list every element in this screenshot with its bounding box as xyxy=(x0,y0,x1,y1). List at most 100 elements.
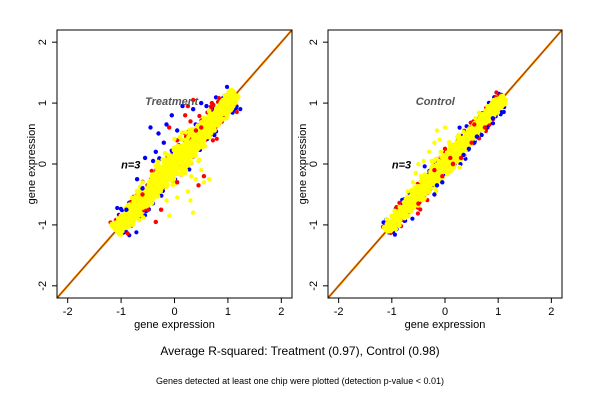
x-tick-label: 0 xyxy=(442,306,448,318)
data-point-blue xyxy=(238,107,243,112)
panel-label: Treatment xyxy=(145,96,199,108)
data-point-yellow xyxy=(492,100,498,105)
data-point-yellow xyxy=(112,225,117,231)
outlier-point-blue xyxy=(175,128,180,133)
data-point-yellow xyxy=(185,137,190,142)
data-point-yellow xyxy=(420,185,426,190)
outlier-point-yellow xyxy=(434,128,440,133)
panel-label: Control xyxy=(416,96,456,108)
outlier-point-yellow xyxy=(418,174,424,179)
data-point-yellow xyxy=(171,176,177,182)
outlier-point-red xyxy=(199,125,204,130)
data-point-yellow xyxy=(403,204,409,209)
x-tick-label: 2 xyxy=(278,306,284,318)
data-point-red xyxy=(415,211,420,216)
data-point-yellow xyxy=(428,177,434,182)
outlier-point-blue xyxy=(140,186,145,191)
data-point-yellow xyxy=(213,110,218,116)
data-point-yellow xyxy=(429,158,435,164)
data-point-yellow xyxy=(177,134,183,140)
data-point-yellow xyxy=(124,218,129,223)
data-point-yellow xyxy=(441,154,446,160)
outlier-point-red xyxy=(458,155,464,161)
x-tick-label: 2 xyxy=(548,306,554,318)
outlier-point-red xyxy=(209,100,215,106)
y-tick-label: -2 xyxy=(37,281,49,291)
outlier-point-yellow xyxy=(156,174,161,179)
data-point-yellow xyxy=(500,96,506,101)
data-point-red xyxy=(494,90,499,95)
data-point-yellow xyxy=(150,178,156,184)
data-point-yellow xyxy=(129,195,135,201)
data-point-yellow xyxy=(132,216,138,222)
data-point-yellow xyxy=(388,220,393,226)
data-point-yellow xyxy=(418,196,423,202)
outlier-point-blue xyxy=(204,103,209,109)
outlier-point-blue xyxy=(466,146,472,151)
data-point-blue xyxy=(224,84,230,89)
data-point-yellow xyxy=(179,130,185,135)
outlier-point-blue xyxy=(199,100,204,106)
data-point-blue xyxy=(118,206,123,211)
y-tick-label: 0 xyxy=(308,161,320,167)
outlier-point-red xyxy=(442,146,448,151)
outlier-point-blue xyxy=(191,107,196,112)
chart-panel-1: -2 -1 0 1 2 -2 -1 0 1 2 gene expression gene expres… xyxy=(26,29,293,331)
data-point-yellow xyxy=(191,136,196,141)
outlier-point-blue xyxy=(169,113,174,118)
outlier-point-blue xyxy=(434,183,440,188)
outlier-point-yellow xyxy=(167,213,172,218)
data-point-red xyxy=(210,138,215,143)
data-point-yellow xyxy=(197,130,202,135)
outlier-point-yellow xyxy=(164,198,169,203)
data-point-yellow xyxy=(157,184,163,190)
data-point-yellow xyxy=(484,114,490,120)
outlier-point-blue xyxy=(156,131,161,136)
outlier-point-red xyxy=(153,219,158,225)
outlier-point-red xyxy=(167,125,172,130)
x-tick-label: -1 xyxy=(387,306,397,318)
data-point-yellow xyxy=(195,146,201,152)
data-point-yellow xyxy=(165,160,170,165)
data-point-yellow xyxy=(147,186,153,192)
data-point-yellow xyxy=(152,183,157,189)
outlier-point-blue xyxy=(142,155,148,161)
x-tick-label: 1 xyxy=(225,306,231,318)
data-point-yellow xyxy=(386,224,391,229)
sample-size-annotation: n=3 xyxy=(121,159,140,171)
plot-area xyxy=(57,30,292,298)
data-point-yellow xyxy=(226,100,231,106)
data-point-yellow xyxy=(423,174,429,180)
outlier-point-yellow xyxy=(191,210,196,215)
data-point-yellow xyxy=(421,178,426,183)
outlier-point-red xyxy=(183,113,188,118)
data-point-yellow xyxy=(214,114,219,119)
outlier-point-yellow xyxy=(196,158,201,164)
sample-size-annotation: n=3 xyxy=(392,159,411,171)
data-point-yellow xyxy=(397,219,403,225)
data-point-yellow xyxy=(153,162,159,168)
outlier-point-blue xyxy=(440,180,445,185)
data-point-blue xyxy=(479,132,484,138)
y-tick-label: 1 xyxy=(308,100,320,106)
data-point-red xyxy=(234,109,239,115)
data-point-yellow xyxy=(488,108,493,114)
data-point-yellow xyxy=(463,139,469,145)
outlier-point-red xyxy=(140,192,145,197)
data-point-red xyxy=(197,113,202,119)
data-point-yellow xyxy=(385,227,390,233)
data-point-yellow xyxy=(127,224,132,229)
outlier-point-yellow xyxy=(140,180,145,185)
data-point-yellow xyxy=(455,134,460,140)
outlier-point-red xyxy=(469,140,474,145)
data-point-yellow xyxy=(188,142,193,147)
outlier-point-red xyxy=(450,161,456,167)
x-tick-label: -2 xyxy=(63,306,73,318)
data-point-yellow xyxy=(229,88,235,93)
data-point-yellow xyxy=(134,195,140,200)
outlier-point-blue xyxy=(461,152,466,158)
data-point-yellow xyxy=(185,151,190,156)
outlier-point-yellow xyxy=(416,161,421,167)
outlier-point-yellow xyxy=(437,137,442,142)
data-point-yellow xyxy=(204,129,210,134)
